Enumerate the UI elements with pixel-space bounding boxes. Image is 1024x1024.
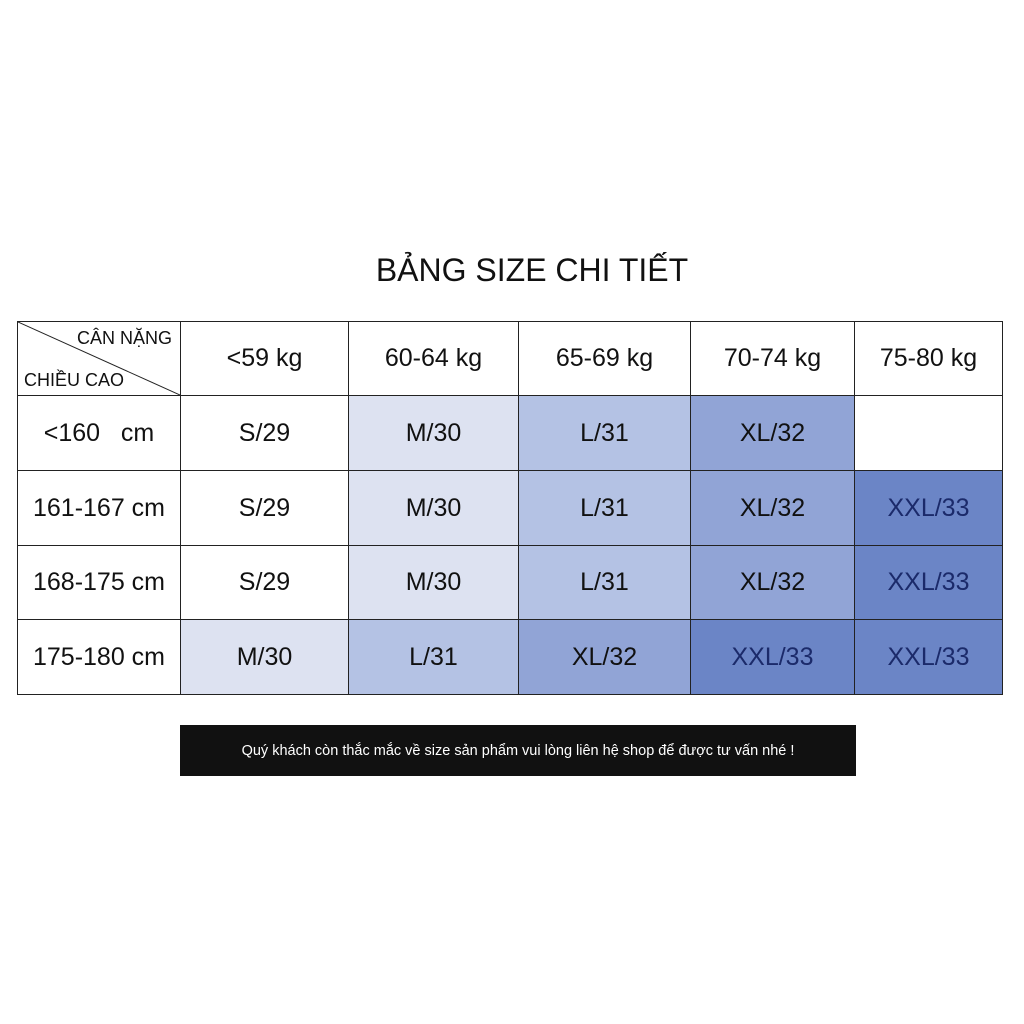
size-cell: S/29 [180, 545, 349, 620]
title: BẢNG SIZE CHI TIẾT [375, 252, 689, 288]
size-cell: XL/32 [518, 619, 691, 695]
footer-banner: Quý khách còn thắc mắc về size sản phẩm … [180, 725, 856, 776]
row-label: 175-180 cm [17, 619, 181, 695]
size-cell: XXL/33 [854, 619, 1003, 695]
corner-top: CÂN NẶNG [76, 328, 172, 348]
size-cell: XL/32 [690, 470, 855, 546]
footer-note: Quý khách còn thắc mắc về size sản phẩm … [241, 742, 795, 759]
column-header: 65-69 kg [518, 321, 691, 396]
size-cell: XXL/33 [690, 619, 855, 695]
size-cell: L/31 [518, 395, 691, 471]
row-label: 161-167 cm [17, 470, 181, 546]
row-label: <160 cm [17, 395, 181, 471]
size-cell [854, 395, 1003, 471]
corner-bottom: CHIỀU CAO [24, 370, 125, 390]
size-cell: M/30 [348, 545, 519, 620]
size-cell: M/30 [180, 619, 349, 695]
size-cell: XXL/33 [854, 545, 1003, 620]
column-header: 75-80 kg [854, 321, 1003, 396]
size-cell: L/31 [518, 545, 691, 620]
size-cell: XL/32 [690, 395, 855, 471]
size-cell: L/31 [348, 619, 519, 695]
size-cell: M/30 [348, 395, 519, 471]
size-cell: M/30 [348, 470, 519, 546]
size-cell: S/29 [180, 470, 349, 546]
size-cell: S/29 [180, 395, 349, 471]
size-cell: XL/32 [690, 545, 855, 620]
size-cell: L/31 [518, 470, 691, 546]
column-header: 70-74 kg [690, 321, 855, 396]
size-cell: XXL/33 [854, 470, 1003, 546]
corner-cell: CÂN NẶNG CHIỀU CAO [17, 321, 181, 396]
row-label: 168-175 cm [17, 545, 181, 620]
column-header: 60-64 kg [348, 321, 519, 396]
diagonal [18, 322, 180, 395]
column-header: <59 kg [180, 321, 349, 396]
